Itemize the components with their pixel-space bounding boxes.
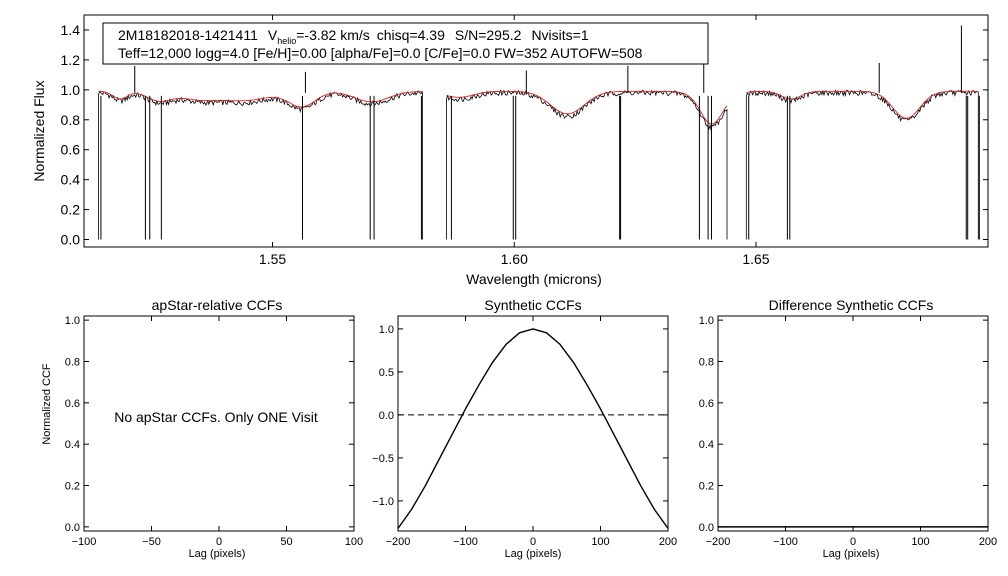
x-tick-label: 100 [345,536,363,548]
y-tick-label: 0.8 [65,356,80,368]
observed-spectrum-chip [745,89,979,240]
spectrum-panel: 1.55 1.60 1.65 0.0 0.2 0.4 0.6 0.8 1.0 1.2 1.4 Wav… [31,14,989,287]
y-tick-label: 0.8 [61,112,81,128]
y-tick-label: 1.2 [61,52,81,68]
vhelio-label: V [268,27,278,43]
y-tick-label: 0.6 [61,142,81,158]
x-tick-label: 100 [591,536,609,548]
y-tick-label: 0.2 [699,480,714,492]
synthetic-ccf-axes: −200 −100 0 100 200 −1.0 −0.5 0.0 0.5 1.0 [372,316,677,548]
y-tick-label: 1.0 [61,82,81,98]
x-tick-label: −50 [142,536,161,548]
x-tick-label: 200 [659,536,677,548]
difference-ccf-panel: −200 −100 0 100 200 0.0 0.2 0.4 0.6 0.8 1.0 Differ… [699,297,997,560]
y-tick-label: 1.0 [699,315,714,327]
x-tick-label: 0 [216,536,222,548]
model-spectrum-chip [98,90,423,108]
y-tick-label: 0.4 [61,172,81,188]
model-spectrum-chip [446,90,728,125]
x-tick-label: −100 [773,536,798,548]
x-tick-label: 100 [911,536,929,548]
y-tick-label: 1.0 [379,324,394,336]
spectrum-x-axis-label: Wavelength (microns) [466,271,602,287]
x-tick-label: −200 [706,536,731,548]
synthetic-ccf-series [397,328,669,529]
y-tick-label: 0.6 [65,398,80,410]
x-tick-label: −200 [386,536,411,548]
x-tick-label: 200 [979,536,997,548]
synthetic-ccf-x-label: Lag (pixels) [505,548,562,560]
x-tick-label: 1.65 [742,251,769,267]
y-tick-label: 0.2 [65,480,80,492]
difference-ccf-axes: −200 −100 0 100 200 0.0 0.2 0.4 0.6 0.8 1.0 [699,315,997,548]
model-spectrum-chip [746,90,979,119]
star-info-line-1: 2M18182018-1421411 Vhelio=-3.82 km/s chisq… [118,27,589,46]
y-tick-label: −1.0 [372,496,394,508]
spectrum-y-axis-label: Normalized Flux [31,80,47,181]
vhelio-value: =-3.82 km/s [296,27,370,43]
observed-spectrum-chip [446,89,728,240]
vhelio-subscript: helio [277,36,296,46]
y-tick-label: 0.0 [379,410,394,422]
star-info-frame [102,22,709,65]
y-tick-label: 0.2 [61,202,81,218]
difference-ccf-title: Difference Synthetic CCFs [769,297,934,313]
star-info-line-2: Teff=12,000 logg=4.0 [Fe/H]=0.00 [alpha/… [118,45,643,61]
y-tick-label: 0.4 [65,439,80,451]
apstar-ccf-axes: −100 −50 0 50 100 0.0 0.2 0.4 0.6 0.8 1.0 [65,315,363,548]
apstar-ccf-panel: −100 −50 0 50 100 0.0 0.2 0.4 0.6 0.8 1.0 apStar-r… [41,297,363,560]
spectrum-series [98,25,980,240]
y-tick-label: 0.8 [699,356,714,368]
y-tick-label: −0.5 [372,453,394,465]
synthetic-ccf-panel: −200 −100 0 100 200 −1.0 −0.5 0.0 0.5 1.0 Synthet… [372,297,677,560]
y-tick-label: 1.0 [65,315,80,327]
snr-value: S/N=295.2 [455,27,522,43]
x-tick-label: 50 [280,536,292,548]
chisq-value: chisq=4.39 [377,27,445,43]
difference-ccf-x-label: Lag (pixels) [823,548,880,560]
x-tick-label: 0 [530,536,536,548]
y-tick-label: 0.6 [699,398,714,410]
y-tick-label: 0.0 [61,232,81,248]
apstar-ccf-title: apStar-relative CCFs [152,297,283,313]
apstar-ccf-y-label: Normalized CCF [41,363,53,445]
x-tick-label: 0 [850,536,856,548]
spectrum-axes: 1.55 1.60 1.65 0.0 0.2 0.4 0.6 0.8 1.0 1.2 1.4 [61,15,988,267]
x-tick-label: 1.60 [501,251,528,267]
y-tick-label: 0.4 [699,439,714,451]
no-ccf-message: No apStar CCFs. Only ONE Visit [114,409,318,425]
nvisits-value: Nvisits=1 [531,27,588,43]
y-tick-label: 0.0 [699,522,714,534]
star-id: 2M18182018-1421411 [118,27,258,43]
y-tick-label: 0.0 [65,522,80,534]
synthetic-ccf-title: Synthetic CCFs [484,297,581,313]
x-tick-label: −100 [72,536,97,548]
y-tick-label: 1.4 [61,22,81,38]
synthetic-ccf-curve [397,328,669,529]
apstar-ccf-x-label: Lag (pixels) [189,548,246,560]
x-tick-label: 1.55 [259,251,286,267]
y-tick-label: 0.5 [379,367,394,379]
spectrum-plot-frame [83,14,989,248]
x-tick-label: −100 [453,536,478,548]
star-info-box: 2M18182018-1421411 Vhelio=-3.82 km/s chisq… [102,22,709,65]
